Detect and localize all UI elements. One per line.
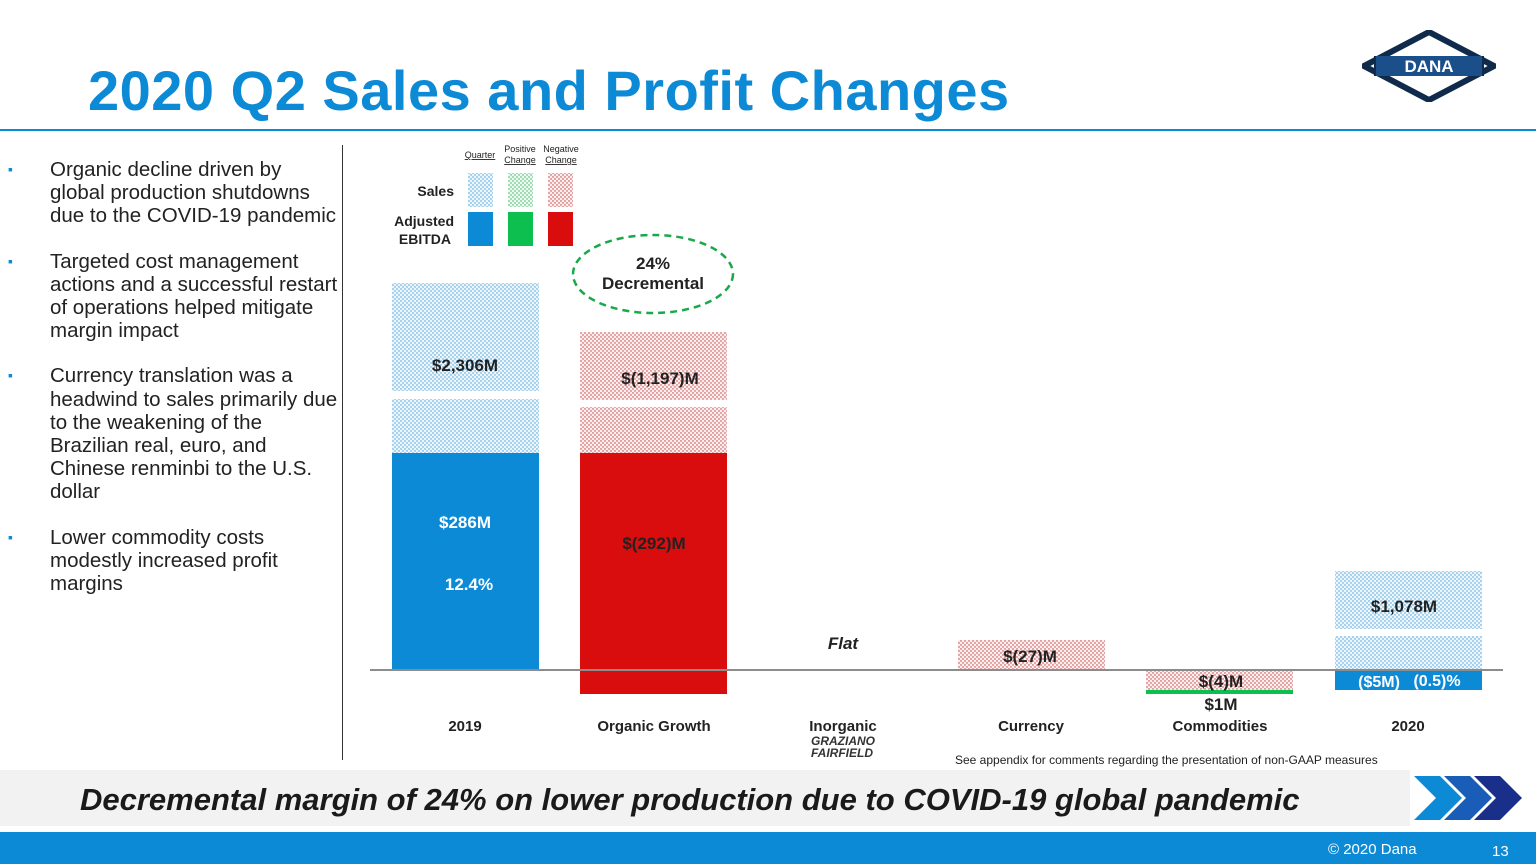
legend-swatch-ebitda-positive bbox=[508, 212, 533, 246]
label-inorganic-flat: Flat bbox=[828, 634, 860, 653]
label-2020-ebitda: ($5M) bbox=[1358, 674, 1400, 691]
label-2019-margin: 12.4% bbox=[445, 575, 493, 594]
category-label: 2019 bbox=[448, 718, 481, 735]
legend-swatch-ebitda-negative bbox=[548, 212, 573, 246]
chart-legend: Quarter Positive Change Negative Change … bbox=[394, 144, 579, 247]
copyright: © 2020 Dana bbox=[1328, 841, 1417, 858]
dana-logo: DANA bbox=[1362, 30, 1496, 102]
category-label: Commodities bbox=[1172, 718, 1267, 735]
category-label: Inorganic bbox=[809, 718, 877, 735]
legend-swatch-sales-positive bbox=[508, 173, 533, 207]
bar-organic-ebitda bbox=[580, 453, 727, 694]
bullet-item: Currency translation was a headwind to s… bbox=[8, 364, 338, 503]
legend-col-negative-2: Change bbox=[545, 155, 577, 165]
bullet-item: Lower commodity costs modestly increased… bbox=[8, 526, 338, 596]
bar-2019-sales-upper bbox=[392, 283, 539, 391]
page-title: 2020 Q2 Sales and Profit Changes bbox=[88, 59, 1010, 122]
bar-2020-sales-upper bbox=[1335, 571, 1482, 629]
bar-organic-sales-upper bbox=[580, 332, 727, 400]
legend-row-ebitda-1: Adjusted bbox=[394, 213, 454, 229]
label-2019-ebitda: $286M bbox=[439, 513, 491, 532]
graziano-logo-line-2: FAIRFIELD bbox=[811, 746, 873, 760]
footer-bar bbox=[0, 832, 1536, 864]
category-label: 2020 bbox=[1391, 718, 1424, 735]
legend-col-quarter: Quarter bbox=[465, 150, 496, 160]
category-label: Organic Growth bbox=[597, 718, 710, 735]
legend-row-ebitda-2: EBITDA bbox=[399, 231, 451, 247]
label-2019-sales: $2,306M bbox=[432, 356, 498, 375]
title-underline bbox=[0, 129, 1536, 131]
legend-row-sales: Sales bbox=[417, 183, 454, 199]
label-2020-sales: $1,078M bbox=[1371, 597, 1437, 616]
callout-line-1: 24% bbox=[636, 254, 670, 273]
summary-banner-text: Decremental margin of 24% on lower produ… bbox=[80, 782, 1300, 817]
decremental-callout: 24% Decremental bbox=[571, 233, 735, 315]
callout-line-2: Decremental bbox=[602, 274, 704, 293]
legend-swatch-ebitda-quarter bbox=[468, 212, 493, 246]
graziano-logo-line-1: GRAZIANO bbox=[811, 734, 876, 748]
bar-2020-ebitda bbox=[1335, 670, 1482, 690]
legend-col-negative-1: Negative bbox=[543, 144, 579, 154]
page-number: 13 bbox=[1492, 843, 1509, 860]
logo-text: DANA bbox=[1404, 57, 1453, 76]
label-organic-sales: $(1,197)M bbox=[621, 369, 698, 388]
bullet-item: Organic decline driven by global product… bbox=[8, 158, 338, 228]
bar-2020-sales-lower bbox=[1335, 636, 1482, 670]
bar-commodities-ebitda bbox=[1146, 690, 1293, 694]
summary-banner bbox=[0, 770, 1536, 826]
chevron-arrows-icon bbox=[1410, 770, 1536, 826]
label-organic-ebitda: $(292)M bbox=[622, 534, 685, 553]
legend-swatch-sales-quarter bbox=[468, 173, 493, 207]
legend-col-positive-2: Change bbox=[504, 155, 536, 165]
bar-2019-sales-lower bbox=[392, 399, 539, 453]
waterfall-chart: Quarter Positive Change Negative Change … bbox=[370, 144, 1503, 767]
bar-commodities-sales bbox=[1146, 670, 1293, 690]
label-currency-sales: $(27)M bbox=[1003, 647, 1057, 666]
bullet-item: Targeted cost management actions and a s… bbox=[8, 250, 338, 343]
legend-col-positive-1: Positive bbox=[504, 144, 536, 154]
bar-organic-sales-lower bbox=[580, 407, 727, 453]
legend-swatch-sales-negative bbox=[548, 173, 573, 207]
footnote: See appendix for comments regarding the … bbox=[955, 753, 1378, 767]
column-divider bbox=[342, 145, 343, 760]
bar-currency-sales bbox=[958, 640, 1105, 670]
bar-2019-ebitda bbox=[392, 453, 539, 670]
category-label: Currency bbox=[998, 718, 1065, 735]
label-commodities-sales: $(4)M bbox=[1199, 672, 1243, 691]
bullet-list: Organic decline driven by global product… bbox=[8, 158, 338, 617]
label-2020-margin: (0.5)% bbox=[1413, 673, 1460, 690]
label-commodities-ebitda: $1M bbox=[1204, 695, 1237, 714]
